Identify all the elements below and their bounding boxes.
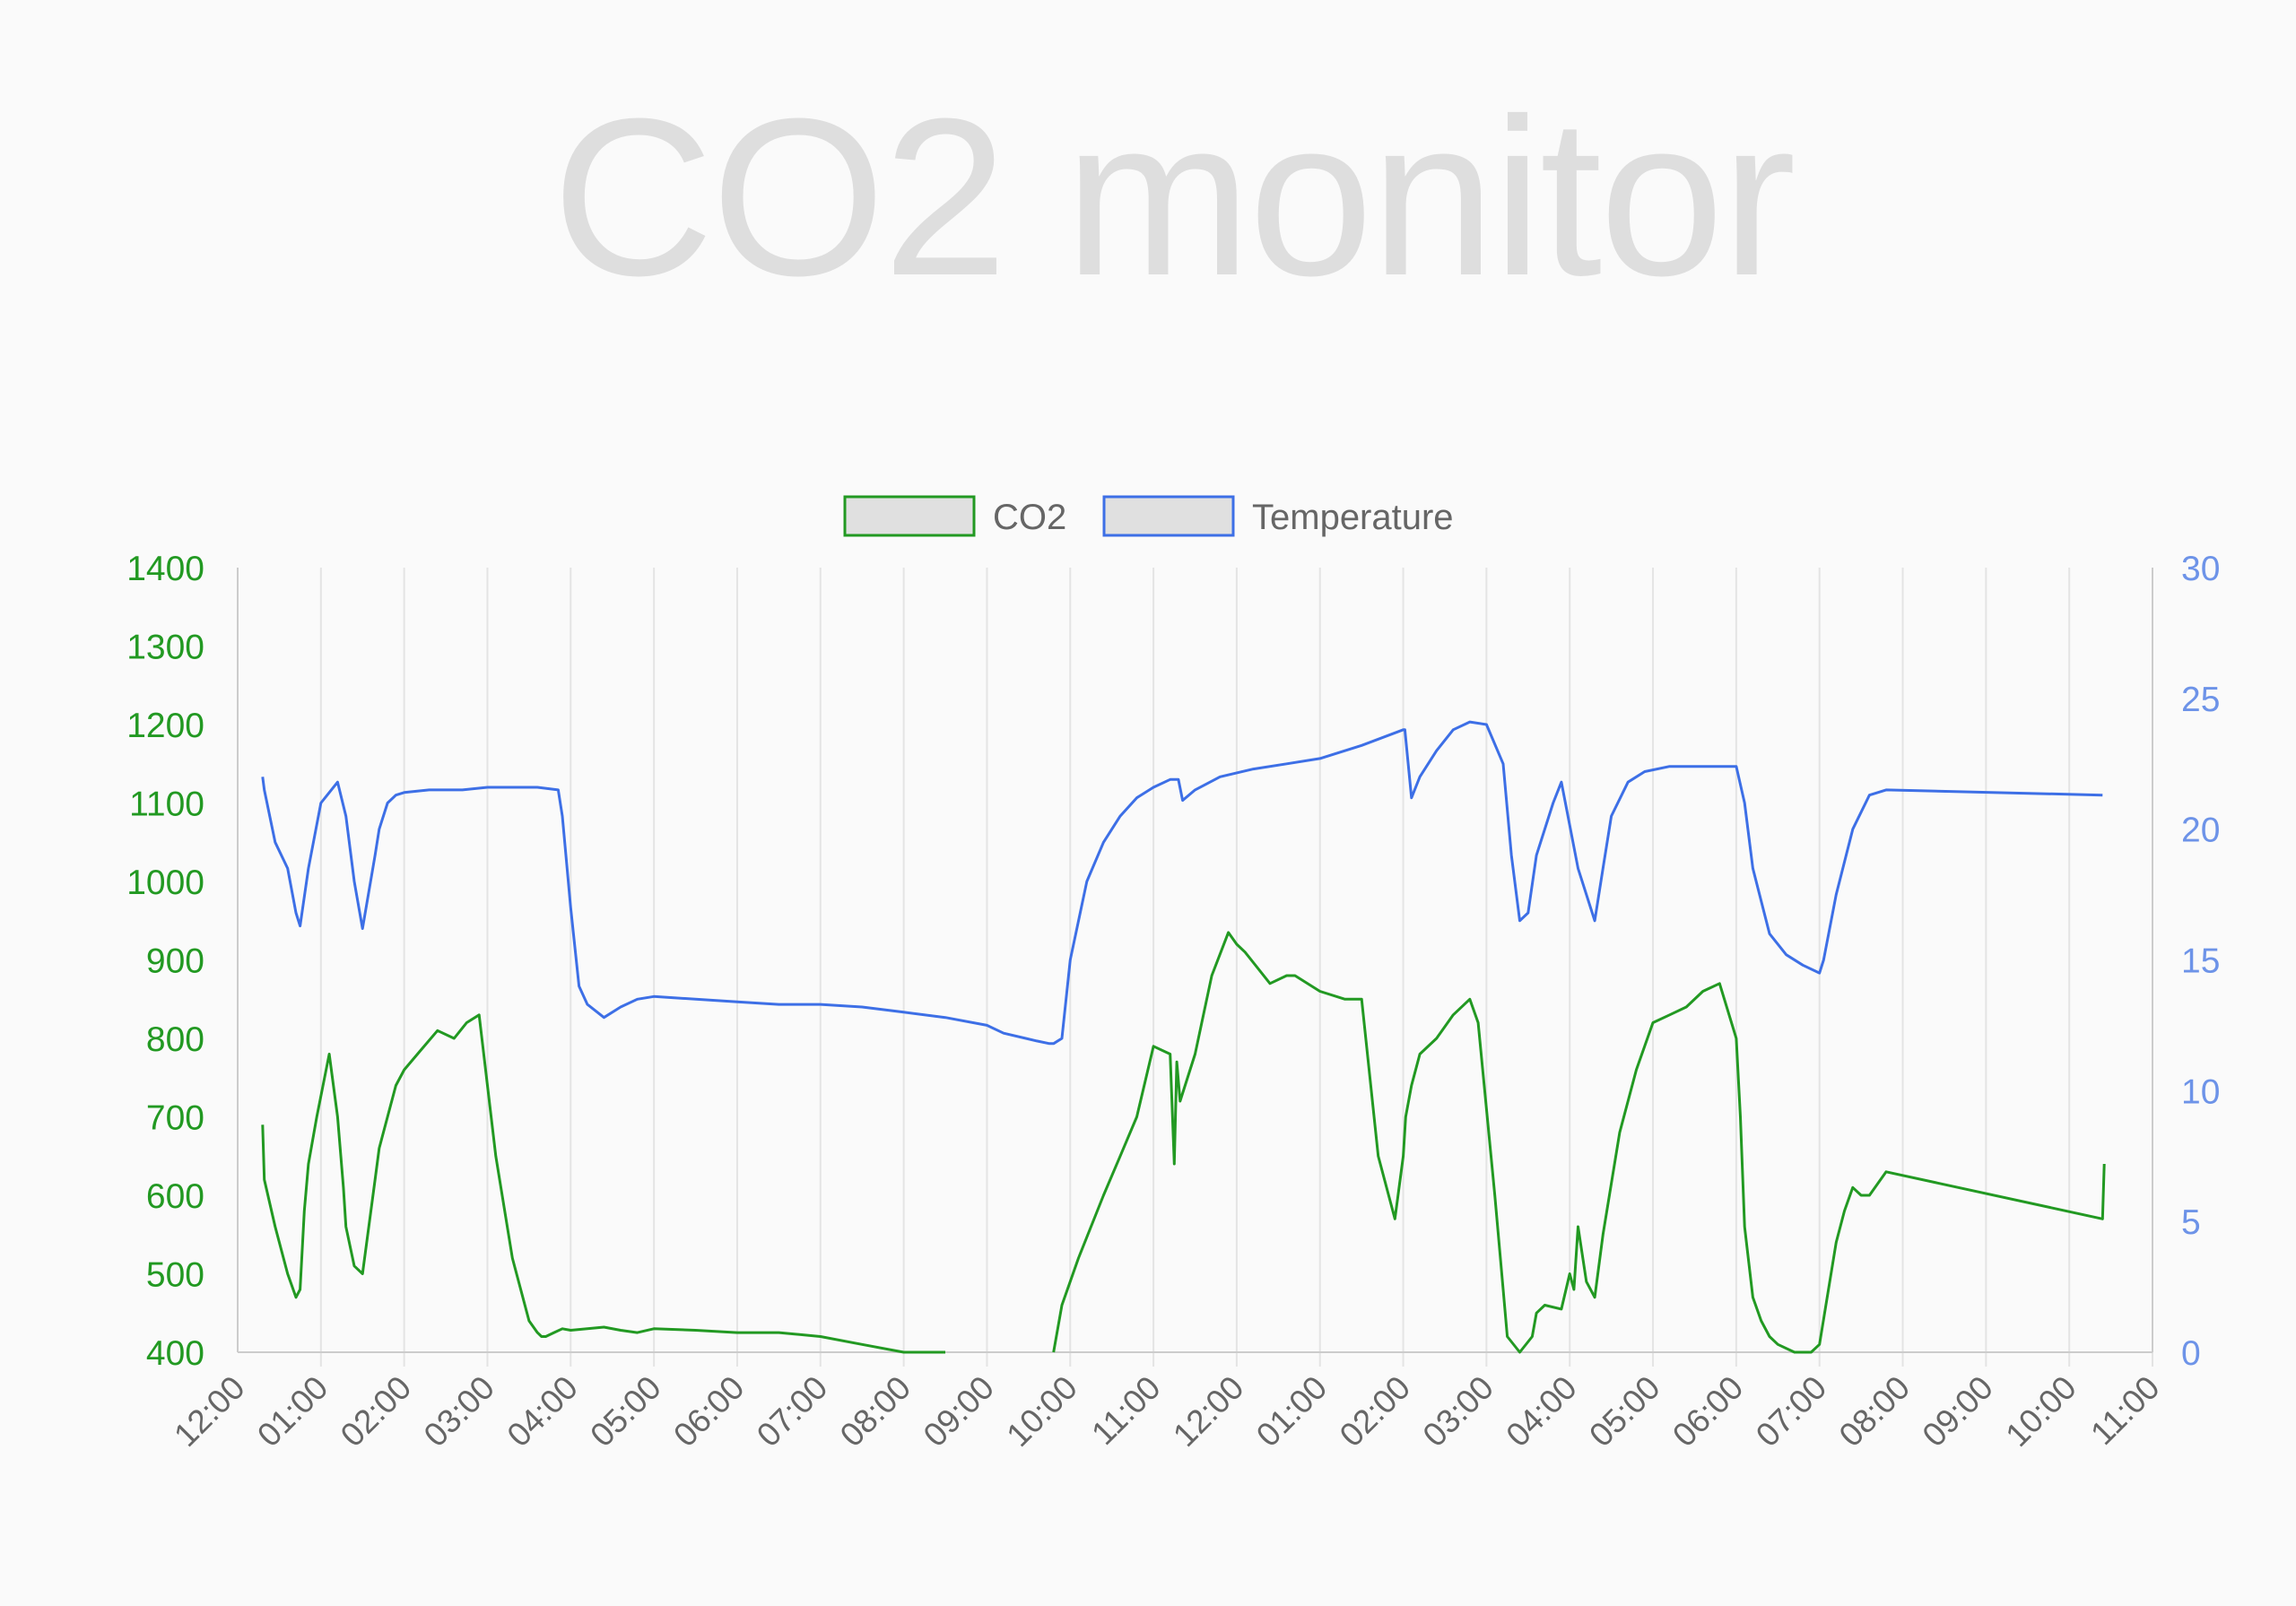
x-tick-label: 02:00 xyxy=(334,1369,418,1454)
x-tick-label: 04:00 xyxy=(1499,1369,1583,1454)
legend-temperature-label[interactable]: Temperature xyxy=(1252,498,1454,537)
legend-temperature-swatch[interactable] xyxy=(1102,495,1235,537)
x-tick-label: 05:00 xyxy=(1582,1369,1666,1454)
x-tick-label: 11:00 xyxy=(1084,1369,1168,1453)
x-tick-label: 12:00 xyxy=(167,1369,251,1454)
y-left-tick-label: 1300 xyxy=(126,629,204,667)
x-tick-label: 04:00 xyxy=(500,1369,584,1454)
temperature-line xyxy=(261,720,2103,1046)
y-right-tick-label: 30 xyxy=(2181,550,2220,588)
co2-line xyxy=(261,931,2106,1354)
y-right-tick-label: 10 xyxy=(2181,1072,2220,1111)
x-tick-label: 11:00 xyxy=(2083,1369,2167,1453)
y-left-tick-label: 1400 xyxy=(126,550,204,588)
y-right-tick-label: 0 xyxy=(2181,1334,2201,1373)
y-left-tick-label: 900 xyxy=(146,942,204,981)
y-right-tick-label: 5 xyxy=(2181,1203,2201,1242)
x-tick-label: 08:00 xyxy=(1832,1369,1917,1454)
x-tick-label: 07:00 xyxy=(750,1369,834,1454)
x-tick-label: 06:00 xyxy=(1665,1369,1750,1454)
x-tick-label: 12:00 xyxy=(1166,1369,1250,1454)
page-title: CO2 monitor xyxy=(552,72,1796,322)
y-left-tick-label: 700 xyxy=(146,1099,204,1138)
x-tick-label: 01:00 xyxy=(1249,1369,1334,1454)
y-left-tick-label: 500 xyxy=(146,1256,204,1295)
y-left-tick-label: 600 xyxy=(146,1177,204,1216)
x-tick-label: 01:00 xyxy=(250,1369,335,1454)
x-tick-label: 09:00 xyxy=(917,1369,1001,1454)
x-tick-label: 02:00 xyxy=(1333,1369,1417,1454)
axes: 12:0001:0002:0003:0004:0005:0006:0007:00… xyxy=(126,550,2220,1454)
x-tick-label: 07:00 xyxy=(1749,1369,1833,1454)
y-left-tick-label: 1000 xyxy=(126,864,204,902)
y-left-tick-label: 800 xyxy=(146,1020,204,1059)
x-tick-label: 05:00 xyxy=(583,1369,667,1454)
legend-co2-swatch[interactable] xyxy=(843,495,976,537)
y-left-tick-label: 1200 xyxy=(126,707,204,745)
legend-co2-label[interactable]: CO2 xyxy=(993,498,1066,537)
x-tick-label: 10:00 xyxy=(999,1369,1083,1454)
series-lines xyxy=(261,720,2106,1354)
legend[interactable]: CO2 Temperature xyxy=(843,495,1454,537)
y-left-tick-label: 400 xyxy=(146,1334,204,1373)
x-tick-label: 06:00 xyxy=(666,1369,751,1454)
y-right-tick-label: 20 xyxy=(2181,812,2220,850)
grid-lines xyxy=(319,568,2153,1367)
x-tick-label: 03:00 xyxy=(417,1369,501,1454)
x-tick-label: 08:00 xyxy=(833,1369,918,1454)
x-tick-label: 09:00 xyxy=(1916,1369,2000,1454)
x-tick-label: 03:00 xyxy=(1416,1369,1500,1454)
y-right-tick-label: 25 xyxy=(2181,681,2220,719)
y-right-tick-label: 15 xyxy=(2181,942,2220,981)
x-tick-label: 10:00 xyxy=(1998,1369,2083,1454)
y-left-tick-label: 1100 xyxy=(129,786,204,824)
